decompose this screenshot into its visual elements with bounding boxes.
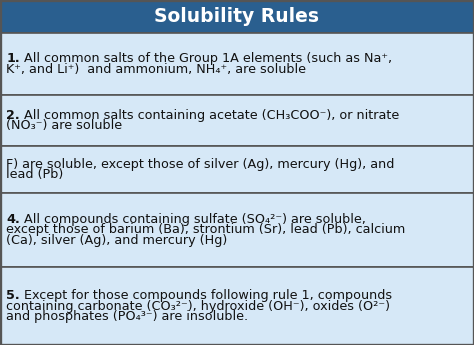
Bar — [0, 146, 474, 193]
Text: lead (Pb): lead (Pb) — [6, 168, 64, 181]
Bar — [0, 95, 474, 146]
Text: K⁺, and Li⁺)  and ammonium, NH₄⁺, are soluble: K⁺, and Li⁺) and ammonium, NH₄⁺, are sol… — [6, 62, 306, 76]
Text: except those of barium (Ba), strontium (Sr), lead (Pb), calcium: except those of barium (Ba), strontium (… — [6, 224, 405, 237]
Bar — [0, 0, 474, 33]
Text: All common salts containing acetate (CH₃COO⁻), or nitrate: All common salts containing acetate (CH₃… — [20, 109, 400, 122]
Text: (NO₃⁻) are soluble: (NO₃⁻) are soluble — [6, 119, 122, 132]
Text: 5.: 5. — [6, 289, 20, 302]
Bar — [0, 193, 474, 267]
Text: All common salts of the Group 1A elements (such as Na⁺,: All common salts of the Group 1A element… — [20, 52, 392, 65]
Text: 1.: 1. — [6, 52, 20, 65]
Text: 4.: 4. — [6, 213, 20, 226]
Bar — [0, 33, 474, 95]
Text: containing carbonate (CO₃²⁻), hydroxide (OH⁻), oxides (O²⁻): containing carbonate (CO₃²⁻), hydroxide … — [6, 299, 390, 313]
Text: Except for those compounds following rule 1, compounds: Except for those compounds following rul… — [20, 289, 392, 302]
Text: 2.: 2. — [6, 109, 20, 122]
Bar — [0, 267, 474, 345]
Text: Solubility Rules: Solubility Rules — [155, 7, 319, 26]
Text: and phosphates (PO₄³⁻) are insoluble.: and phosphates (PO₄³⁻) are insoluble. — [6, 310, 248, 323]
Text: F) are soluble, except those of silver (Ag), mercury (Hg), and: F) are soluble, except those of silver (… — [6, 158, 394, 171]
Text: (Ca), silver (Ag), and mercury (Hg): (Ca), silver (Ag), and mercury (Hg) — [6, 234, 228, 247]
Text: All compounds containing sulfate (SO₄²⁻) are soluble,: All compounds containing sulfate (SO₄²⁻)… — [20, 213, 366, 226]
